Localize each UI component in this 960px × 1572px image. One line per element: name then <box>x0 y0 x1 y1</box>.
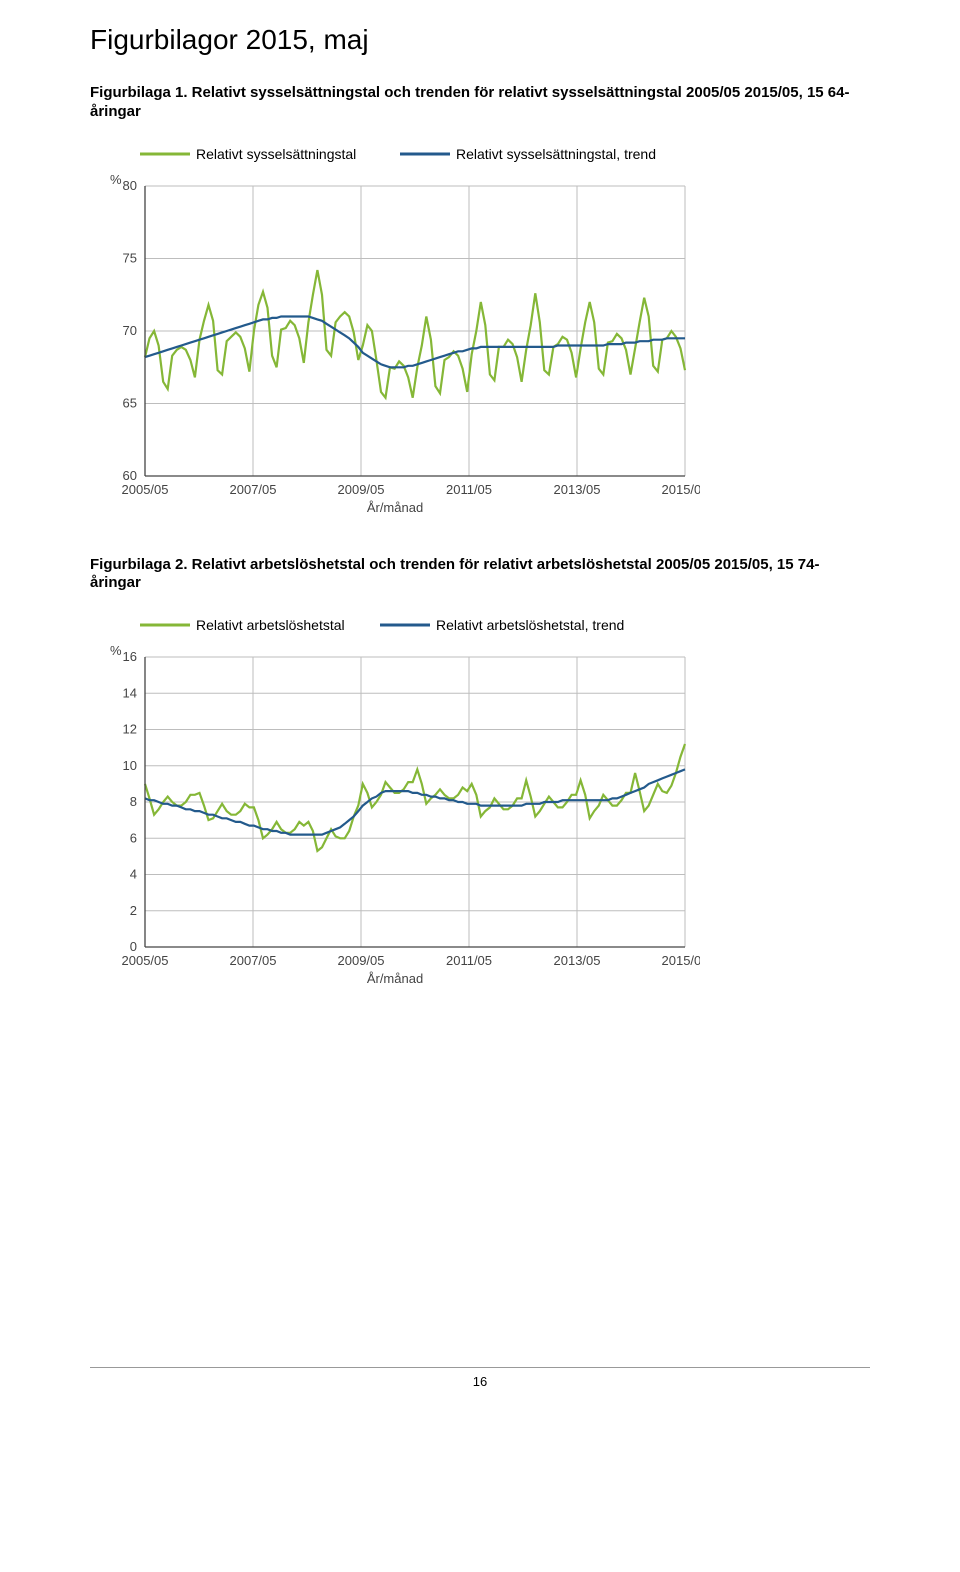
svg-text:0: 0 <box>130 939 137 954</box>
y-axis-label: % <box>110 172 122 187</box>
svg-text:4: 4 <box>130 867 137 882</box>
svg-text:2007/05: 2007/05 <box>230 482 277 497</box>
svg-text:60: 60 <box>123 468 137 483</box>
figure-2: Figurbilaga 2. Relativt arbetslöshetstal… <box>90 556 870 988</box>
svg-text:2009/05: 2009/05 <box>338 953 385 968</box>
x-axis-label: År/månad <box>367 500 423 515</box>
svg-text:6: 6 <box>130 830 137 845</box>
svg-text:2015/05: 2015/05 <box>662 953 701 968</box>
svg-text:2005/05: 2005/05 <box>122 482 169 497</box>
plot-area <box>145 657 685 947</box>
svg-text:65: 65 <box>123 395 137 410</box>
page-title: Figurbilagor 2015, maj <box>90 24 870 56</box>
plot-area <box>145 186 685 476</box>
x-tick-labels: 2005/05 2007/05 2009/05 2011/05 2013/05 2015/… <box>122 953 701 968</box>
svg-text:12: 12 <box>123 722 137 737</box>
svg-text:2013/05: 2013/05 <box>554 482 601 497</box>
svg-text:70: 70 <box>123 323 137 338</box>
svg-text:2015/05: 2015/05 <box>662 482 701 497</box>
svg-text:14: 14 <box>123 685 137 700</box>
svg-text:75: 75 <box>123 250 137 265</box>
figure-1: Figurbilaga 1. Relativt sysselsättningst… <box>90 84 870 516</box>
x-tick-labels: 2005/05 2007/05 2009/05 2011/05 2013/05 2015/… <box>122 482 701 497</box>
series-actual <box>145 744 685 851</box>
legend-label-b: Relativt sysselsättningstal, trend <box>456 146 656 162</box>
svg-text:2: 2 <box>130 903 137 918</box>
svg-text:2007/05: 2007/05 <box>230 953 277 968</box>
figure-2-chart: Relativt arbetslöshetstal Relativt arbet… <box>90 607 700 987</box>
legend-label-b: Relativt arbetslöshetstal, trend <box>436 617 624 633</box>
svg-text:2011/05: 2011/05 <box>446 482 492 497</box>
svg-text:16: 16 <box>123 649 137 664</box>
figure-2-caption: Figurbilaga 2. Relativt arbetslöshetstal… <box>90 556 870 594</box>
svg-text:8: 8 <box>130 794 137 809</box>
svg-text:10: 10 <box>123 758 137 773</box>
series-actual <box>145 270 685 398</box>
figure-1-caption: Figurbilaga 1. Relativt sysselsättningst… <box>90 84 870 122</box>
svg-text:80: 80 <box>123 178 137 193</box>
y-axis-label: % <box>110 643 122 658</box>
footer-divider <box>90 1367 870 1368</box>
page-number: 16 <box>90 1374 870 1389</box>
x-axis-label: År/månad <box>367 971 423 986</box>
svg-text:2009/05: 2009/05 <box>338 482 385 497</box>
legend-label-a: Relativt arbetslöshetstal <box>196 617 345 633</box>
grid-y <box>145 657 685 947</box>
svg-text:2013/05: 2013/05 <box>554 953 601 968</box>
svg-text:2005/05: 2005/05 <box>122 953 169 968</box>
legend-label-a: Relativt sysselsättningstal <box>196 146 356 162</box>
svg-text:2011/05: 2011/05 <box>446 953 492 968</box>
y-tick-labels: 0 2 4 6 8 10 12 14 16 <box>123 649 137 954</box>
y-tick-labels: 60 65 70 75 80 <box>123 178 137 483</box>
figure-1-chart: Relativt sysselsättningstal Relativt sys… <box>90 136 700 516</box>
